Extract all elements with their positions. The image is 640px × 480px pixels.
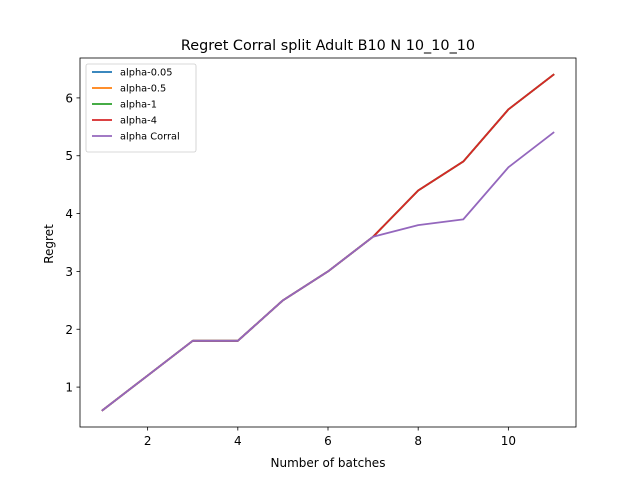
y-tick-label-1: 2	[65, 323, 73, 337]
x-tick-label-2: 6	[324, 434, 332, 448]
x-axis-label: Number of batches	[271, 456, 386, 470]
y-tick-label-5: 6	[65, 91, 73, 105]
legend-box	[85, 63, 197, 153]
y-tick-label-3: 4	[65, 207, 73, 221]
x-tick-label-4: 10	[501, 434, 516, 448]
y-tick-label-4: 5	[65, 149, 73, 163]
series-line-4	[101, 131, 555, 412]
legend-label-4: alpha Corral	[120, 132, 180, 143]
legend-label-3: alpha-4	[120, 116, 157, 127]
x-tick-label-1: 4	[234, 434, 242, 448]
legend: alpha-0.05 alpha-0.5 alpha-1 alpha-4 alpha C…	[85, 63, 197, 153]
y-tick-label-2: 3	[65, 265, 73, 279]
y-tick-label-0: 1	[65, 381, 73, 395]
legend-label-2: alpha-1	[120, 100, 157, 111]
x-tick-label-3: 8	[414, 434, 422, 448]
legend-label-1: alpha-0.5	[120, 84, 166, 95]
y-axis-label: Regret	[42, 224, 56, 264]
x-tick-label-0: 2	[144, 434, 152, 448]
legend-label-0: alpha-0.05	[120, 68, 173, 79]
chart-title: Regret Corral split Adult B10 N 10_10_10	[181, 38, 475, 54]
series-layer	[101, 73, 555, 412]
